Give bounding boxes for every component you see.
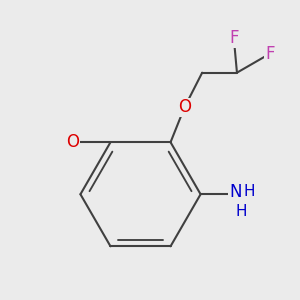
Text: H: H xyxy=(244,184,255,199)
Text: F: F xyxy=(229,29,238,47)
Text: O: O xyxy=(178,98,191,116)
Text: N: N xyxy=(229,183,242,201)
Text: O: O xyxy=(66,133,79,151)
Text: F: F xyxy=(265,45,274,63)
Text: H: H xyxy=(236,205,248,220)
